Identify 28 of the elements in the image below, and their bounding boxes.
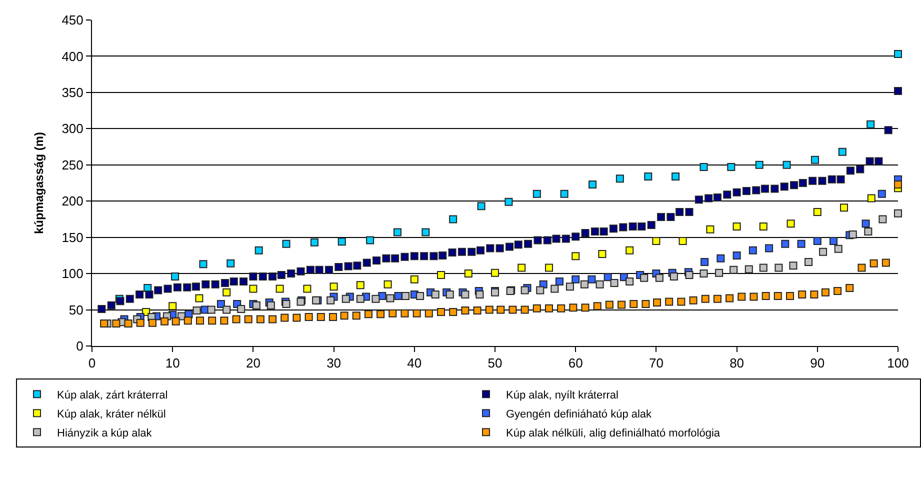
y-axis-title: kúpmagasság (m) <box>32 132 46 234</box>
legend-label: Gyengén definiáható kúp alak <box>506 408 652 420</box>
legend-label: Kúp alak, kráter nélkül <box>57 408 166 420</box>
legend-label: Kúp alak nélküli, alig definiálható morfológia <box>506 427 721 440</box>
x-tick-label: 20 <box>246 356 260 371</box>
x-tick-label: 70 <box>648 356 664 371</box>
y-tick-label: 50 <box>68 302 84 318</box>
legend-label: Hiányzik a kúp alak <box>57 427 152 440</box>
y-tick-label: 150 <box>62 230 84 245</box>
y-tick-label: 400 <box>62 48 84 64</box>
legend-label: Kúp alak, zárt kráterral <box>57 389 168 402</box>
x-tick-label: 100 <box>887 356 909 371</box>
x-tick-label: 80 <box>730 356 744 371</box>
x-tick-label: 30 <box>326 356 342 371</box>
x-tick-label: 60 <box>568 356 583 371</box>
y-tick-label: 450 <box>62 12 84 28</box>
y-tick-label: 100 <box>62 266 84 282</box>
y-tick-label: 350 <box>62 84 84 100</box>
x-tick-label: 40 <box>407 356 422 371</box>
x-tick-label: 10 <box>165 356 180 371</box>
x-tick-label: 50 <box>488 356 502 371</box>
y-tick-label: 300 <box>62 121 84 136</box>
legend-label: Kúp alak, nyílt kráterral <box>506 389 618 402</box>
x-tick-label: 90 <box>810 356 825 371</box>
y-tick-label: 0 <box>76 338 84 354</box>
x-tick-label: 0 <box>88 356 96 371</box>
y-tick-label: 200 <box>62 194 84 209</box>
y-tick-label: 250 <box>62 157 84 172</box>
